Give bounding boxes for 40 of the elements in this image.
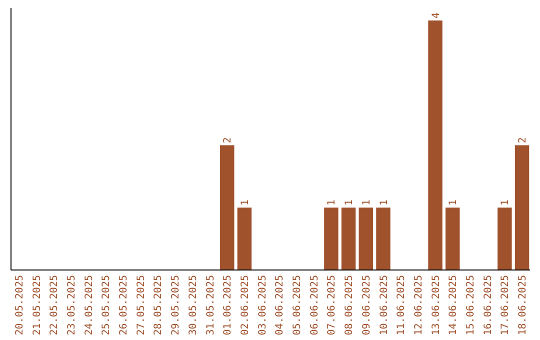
x-tick-label: 05.06.2025 [292, 275, 304, 336]
x-tick-label: 31.05.2025 [205, 275, 216, 336]
x-tick-label: 02.06.2025 [240, 275, 251, 336]
x-tick-label: 28.05.2025 [153, 275, 164, 336]
data-label: 1 [361, 200, 372, 206]
data-label: 1 [500, 200, 512, 206]
x-tick-label: 09.06.2025 [361, 275, 372, 336]
x-tick-label: 04.06.2025 [274, 275, 286, 336]
x-tick-label: 06.06.2025 [309, 275, 320, 336]
x-tick-label: 12.06.2025 [413, 275, 424, 336]
x-tick-label: 11.06.2025 [396, 275, 408, 336]
x-tick-label: 24.05.2025 [84, 275, 95, 336]
x-tick-label: 27.05.2025 [136, 275, 147, 336]
data-label: 1 [344, 200, 356, 206]
data-label: 2 [518, 137, 529, 144]
x-tick-label: 07.06.2025 [326, 275, 338, 336]
x-tick-label: 23.05.2025 [66, 275, 78, 336]
x-tick-label: 08.06.2025 [344, 275, 356, 336]
data-label: 1 [448, 200, 460, 206]
x-tick-label: 18.06.2025 [518, 275, 529, 336]
data-label: 1 [378, 200, 390, 206]
data-label: 2 [222, 137, 234, 144]
data-label: 1 [326, 200, 338, 206]
x-tick-label: 01.06.2025 [222, 275, 234, 336]
x-tick-label: 13.06.2025 [430, 275, 442, 336]
x-tick-label: 14.06.2025 [448, 275, 460, 336]
x-tick-label: 30.05.2025 [188, 275, 199, 336]
x-tick-label: 21.05.2025 [32, 275, 43, 336]
x-tick-label: 10.06.2025 [378, 275, 390, 336]
x-tick-label: 16.06.2025 [482, 275, 494, 336]
x-tick-label: 25.05.2025 [101, 275, 112, 336]
x-tick-label: 22.05.2025 [49, 275, 60, 336]
x-tick-label: 17.06.2025 [500, 275, 512, 336]
x-tick-label: 26.05.2025 [118, 275, 130, 336]
data-label: 1 [240, 200, 251, 206]
x-tick-label: 15.06.2025 [465, 275, 476, 336]
x-tick-label: 03.06.2025 [257, 275, 268, 336]
data-label: 4 [430, 12, 442, 18]
x-tick-label: 29.05.2025 [170, 275, 182, 336]
x-tick-label: 20.05.2025 [14, 275, 26, 336]
